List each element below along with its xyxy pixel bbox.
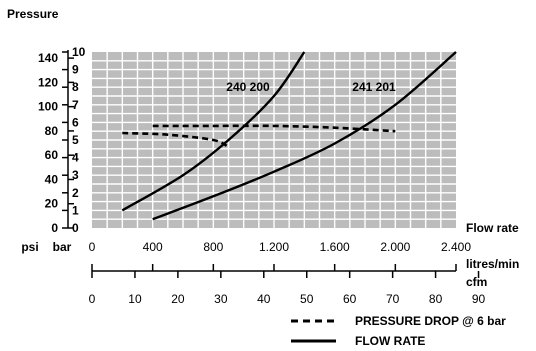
flow-tick-label: 0 <box>89 240 96 254</box>
bar-tick-label: 5 <box>72 133 79 147</box>
flow-rate-line-1 <box>152 51 457 221</box>
cfm-tick-label: 80 <box>429 292 443 306</box>
cfm-tick-label: 10 <box>128 292 142 306</box>
cfm-tick-label: 60 <box>343 292 357 306</box>
x-axis-title: Flow rate <box>466 221 519 235</box>
psi-tick-label: 120 <box>38 75 58 89</box>
bar-tick-label: 9 <box>72 63 79 77</box>
bar-tick-label: 2 <box>72 186 79 200</box>
flow-unit-label: litres/min <box>466 257 519 271</box>
flow-tick-label: 2.000 <box>380 240 410 254</box>
cfm-unit-label: cfm <box>466 275 487 289</box>
bar-tick-label: 10 <box>72 45 86 59</box>
bar-tick-label: 1 <box>72 203 79 217</box>
psi-tick-label: 40 <box>45 172 59 186</box>
bar-axis-label: bar <box>53 240 72 254</box>
flow-tick-label: 1.200 <box>259 240 289 254</box>
bar-tick-label: 4 <box>72 151 79 165</box>
legend-label: FLOW RATE <box>355 334 425 348</box>
cfm-tick-label: 30 <box>214 292 228 306</box>
flow-tick-label: 400 <box>143 240 163 254</box>
bar-tick-label: 3 <box>72 168 79 182</box>
bar-tick-label: 6 <box>72 115 79 129</box>
series-label-240-200: 240 200 <box>226 80 270 94</box>
psi-tick-label: 140 <box>38 51 58 65</box>
psi-tick-label: 20 <box>45 197 59 211</box>
pressure-drop-line-3 <box>152 124 396 133</box>
flow-rate-line-0 <box>121 51 306 212</box>
bar-tick-label: 7 <box>72 98 79 112</box>
cfm-tick-label: 90 <box>472 292 486 306</box>
cfm-tick-label: 50 <box>300 292 314 306</box>
chart-title: Pressure <box>7 7 59 21</box>
cfm-tick-label: 0 <box>89 292 96 306</box>
psi-tick-label: 80 <box>45 124 59 138</box>
series-label-241-201: 241 201 <box>352 80 396 94</box>
psi-axis-label: psi <box>21 240 38 254</box>
cfm-tick-label: 40 <box>257 292 271 306</box>
cfm-tick-label: 20 <box>171 292 185 306</box>
psi-tick-label: 60 <box>45 148 59 162</box>
flow-tick-label: 1.600 <box>320 240 350 254</box>
cfm-tick-label: 70 <box>386 292 400 306</box>
flow-tick-label: 2.400 <box>441 240 471 254</box>
pressure-drop-line-2 <box>122 131 230 149</box>
bar-tick-label: 0 <box>72 221 79 235</box>
psi-tick-label: 0 <box>51 221 58 235</box>
bar-tick-label: 8 <box>72 80 79 94</box>
flow-tick-label: 800 <box>203 240 223 254</box>
psi-tick-label: 100 <box>38 100 58 114</box>
legend-label: PRESSURE DROP @ 6 bar <box>355 314 506 328</box>
